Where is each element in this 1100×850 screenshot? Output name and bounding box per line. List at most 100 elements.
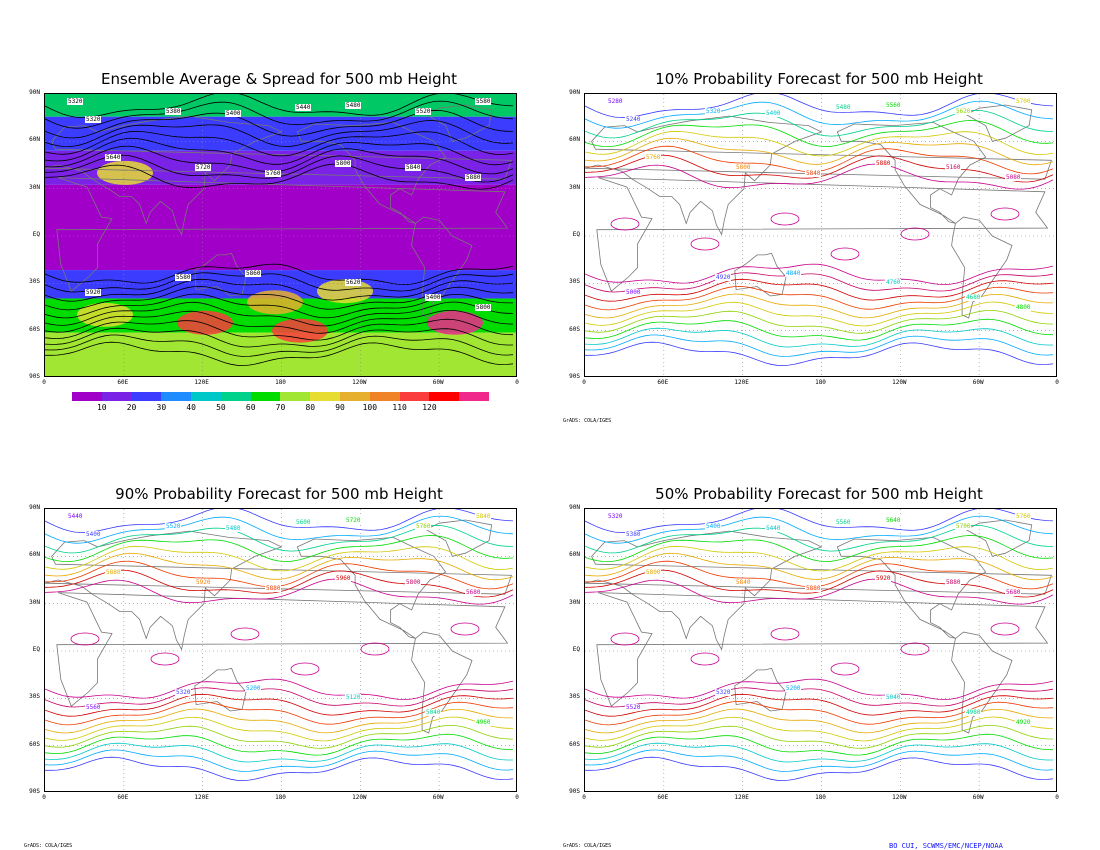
latitude-label: 30S (29, 693, 40, 701)
spread-maximum-3 (77, 302, 133, 327)
spread-maximum-4 (247, 290, 303, 315)
contour-label: 5400 (425, 294, 442, 301)
contour-label: 5040 (885, 694, 902, 701)
grads-footnote-bottom-left: GrADS: COLA/IGES (24, 843, 73, 849)
colorbar-tick-label: 50 (216, 403, 226, 412)
contour-label: 5880 (875, 160, 892, 167)
coastline-5 (425, 519, 493, 557)
contour-label: 5320 (85, 116, 102, 123)
height-contour (585, 100, 1054, 129)
longitude-label: 120W (352, 794, 367, 801)
tropical-contour-4 (450, 622, 480, 636)
latitude-label: 90S (29, 373, 40, 380)
longitude-label: 120E (194, 794, 209, 801)
height-contour (45, 310, 514, 334)
panel-title-50pct: 50% Probability Forecast for 500 mb Heig… (655, 485, 983, 503)
longitude-label: 0 (42, 379, 46, 386)
contour-label: 5560 (885, 102, 902, 109)
longitude-label: 60W (432, 794, 444, 801)
height-contour (585, 137, 1054, 166)
contour-label: 4980 (965, 709, 982, 716)
panel-title-10pct: 10% Probability Forecast for 500 mb Heig… (655, 70, 983, 88)
tropical-contour-0 (610, 632, 640, 646)
height-contour (45, 708, 513, 734)
tropical-contour-1 (690, 237, 720, 251)
height-contour (585, 334, 1054, 357)
tropical-contour-4 (990, 622, 1020, 636)
contour-label: 5840 (475, 513, 492, 520)
contour-label: 5320 (607, 513, 624, 520)
height-contour (585, 278, 1054, 302)
latitude-label: 30S (569, 693, 580, 701)
tropical-contour-4 (990, 207, 1020, 221)
tropical-contour-2 (230, 627, 260, 641)
height-contour (45, 700, 514, 726)
longitude-label: 120W (352, 379, 367, 386)
longitude-label: 60W (972, 794, 984, 801)
colorbar-tick-label: 80 (305, 403, 316, 412)
grads-footnote-bottom-right: GrADS: COLA/IGES (563, 843, 612, 849)
longitude-label: 120E (194, 379, 209, 386)
colorbar-cell (369, 392, 400, 401)
height-contour (585, 725, 1054, 749)
contour-label: 5400 (765, 110, 782, 117)
height-contour (45, 687, 514, 708)
height-contour (45, 725, 514, 749)
latitude-label: 90S (29, 788, 40, 795)
colorbar-cell (399, 392, 430, 401)
tropical-contour-3 (360, 642, 390, 656)
contour-label: 5520 (625, 704, 642, 711)
tropical-contour-3 (900, 642, 930, 656)
height-contour (45, 285, 514, 311)
coastline-5 (965, 104, 1033, 142)
map-90pct-probability: 5440 5400 5520 5480 5600 5720 5760 5840 5880 5920… (44, 508, 517, 792)
contour-label: 5720 (345, 517, 362, 524)
height-contour (45, 327, 513, 348)
coastline-0 (56, 592, 509, 707)
coastline-0 (596, 592, 1049, 707)
coastline-0 (596, 177, 1049, 292)
contour-label: 5160 (945, 164, 962, 171)
credit-text: BO CUI, SCWMS/EMC/NCEP/NOAA (889, 842, 1003, 850)
spread-band-1 (45, 116, 516, 151)
map-plot-p50 (585, 509, 1056, 791)
contour-label: 5320 (715, 689, 732, 696)
height-contour (585, 678, 1054, 701)
contour-label: 4680 (965, 294, 982, 301)
latitude-label: 60S (29, 325, 40, 333)
height-contour (45, 678, 514, 701)
height-contour (45, 318, 514, 341)
spread-colorbar (72, 392, 489, 401)
contour-label: 5880 (105, 569, 122, 576)
contour-label: 5680 (465, 589, 482, 596)
height-contour (585, 578, 1054, 605)
coastline-3 (296, 536, 447, 639)
contour-label: 5680 (1005, 589, 1022, 596)
contour-label: 4840 (785, 270, 802, 277)
contour-label: 5240 (625, 116, 642, 123)
contour-label: 5960 (335, 575, 352, 582)
height-contour (45, 693, 514, 717)
longitude-label: 120W (892, 379, 907, 386)
contour-label: 5320 (175, 689, 192, 696)
height-contour (45, 130, 514, 157)
map-10pct-probability: 5280 5240 5320 5400 5480 5560 5620 5700 5760 5800… (584, 93, 1057, 377)
map-ensemble-average: 5320 5320 5380 5400 5440 5480 5520 5580 5640 5720… (44, 93, 517, 377)
contour-label: 5120 (345, 694, 362, 701)
height-contour (45, 278, 514, 302)
map-plot-ensemble (45, 94, 516, 376)
colorbar-tick-label: 60 (245, 403, 256, 412)
contour-label: 4920 (715, 274, 732, 281)
coastline-1 (585, 530, 1052, 651)
height-contour (585, 120, 1054, 148)
height-contour (45, 94, 514, 118)
latitude-label: 90N (569, 504, 580, 511)
height-contour (585, 693, 1054, 717)
map-plot-p10 (585, 94, 1056, 376)
colorbar-tick-label: 110 (392, 403, 407, 412)
coastline-0 (56, 177, 509, 292)
colorbar-cell (131, 392, 162, 401)
contour-label: 5920 (875, 575, 892, 582)
latitude-label: 90S (569, 788, 580, 795)
contour-label: 5200 (785, 685, 802, 692)
